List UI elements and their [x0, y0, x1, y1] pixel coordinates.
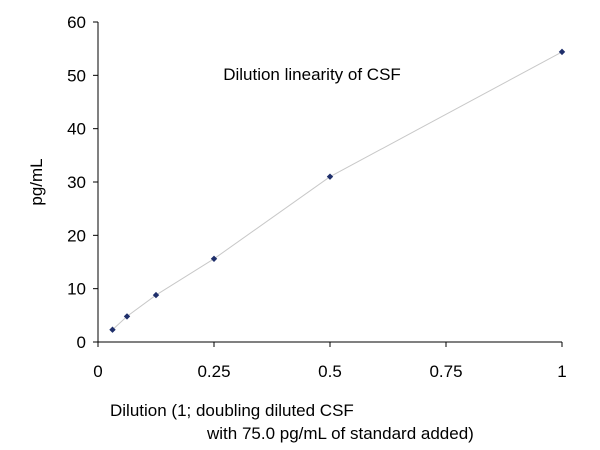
data-point-marker: [109, 326, 116, 333]
data-point-marker: [152, 291, 160, 299]
ticks: 0 10 20 30 40 50 60 0 0.25 0.5 0.75 1: [67, 13, 567, 381]
x-tick-label: 0.75: [429, 362, 462, 381]
text-layer: Dilution linearity of CSF pg/mL Dilution…: [27, 65, 474, 443]
y-tick-label: 40: [67, 120, 86, 139]
data-point-marker: [210, 255, 218, 262]
data-point-marker: [326, 173, 334, 180]
series-line: [112, 51, 563, 331]
y-tick-label: 50: [67, 66, 86, 85]
y-tick-label: 30: [67, 173, 86, 192]
series: [109, 48, 566, 333]
x-tick-label: 0: [93, 362, 102, 381]
y-tick-label: 0: [77, 333, 86, 352]
y-axis-title: pg/mL: [27, 158, 46, 205]
x-axis-title-line-2: with 75.0 pg/mL of standard added): [206, 424, 474, 443]
y-tick-label: 60: [67, 13, 86, 32]
x-tick-label: 0.25: [197, 362, 230, 381]
x-tick-label: 0.5: [318, 362, 342, 381]
x-axis-title-line-1: Dilution (1; doubling diluted CSF: [110, 401, 354, 420]
x-tick-label: 1: [557, 362, 566, 381]
data-point-marker: [123, 313, 131, 320]
y-tick-label: 10: [67, 280, 86, 299]
data-point-marker: [558, 48, 566, 56]
chart-title: Dilution linearity of CSF: [223, 65, 401, 84]
y-tick-label: 20: [67, 226, 86, 245]
